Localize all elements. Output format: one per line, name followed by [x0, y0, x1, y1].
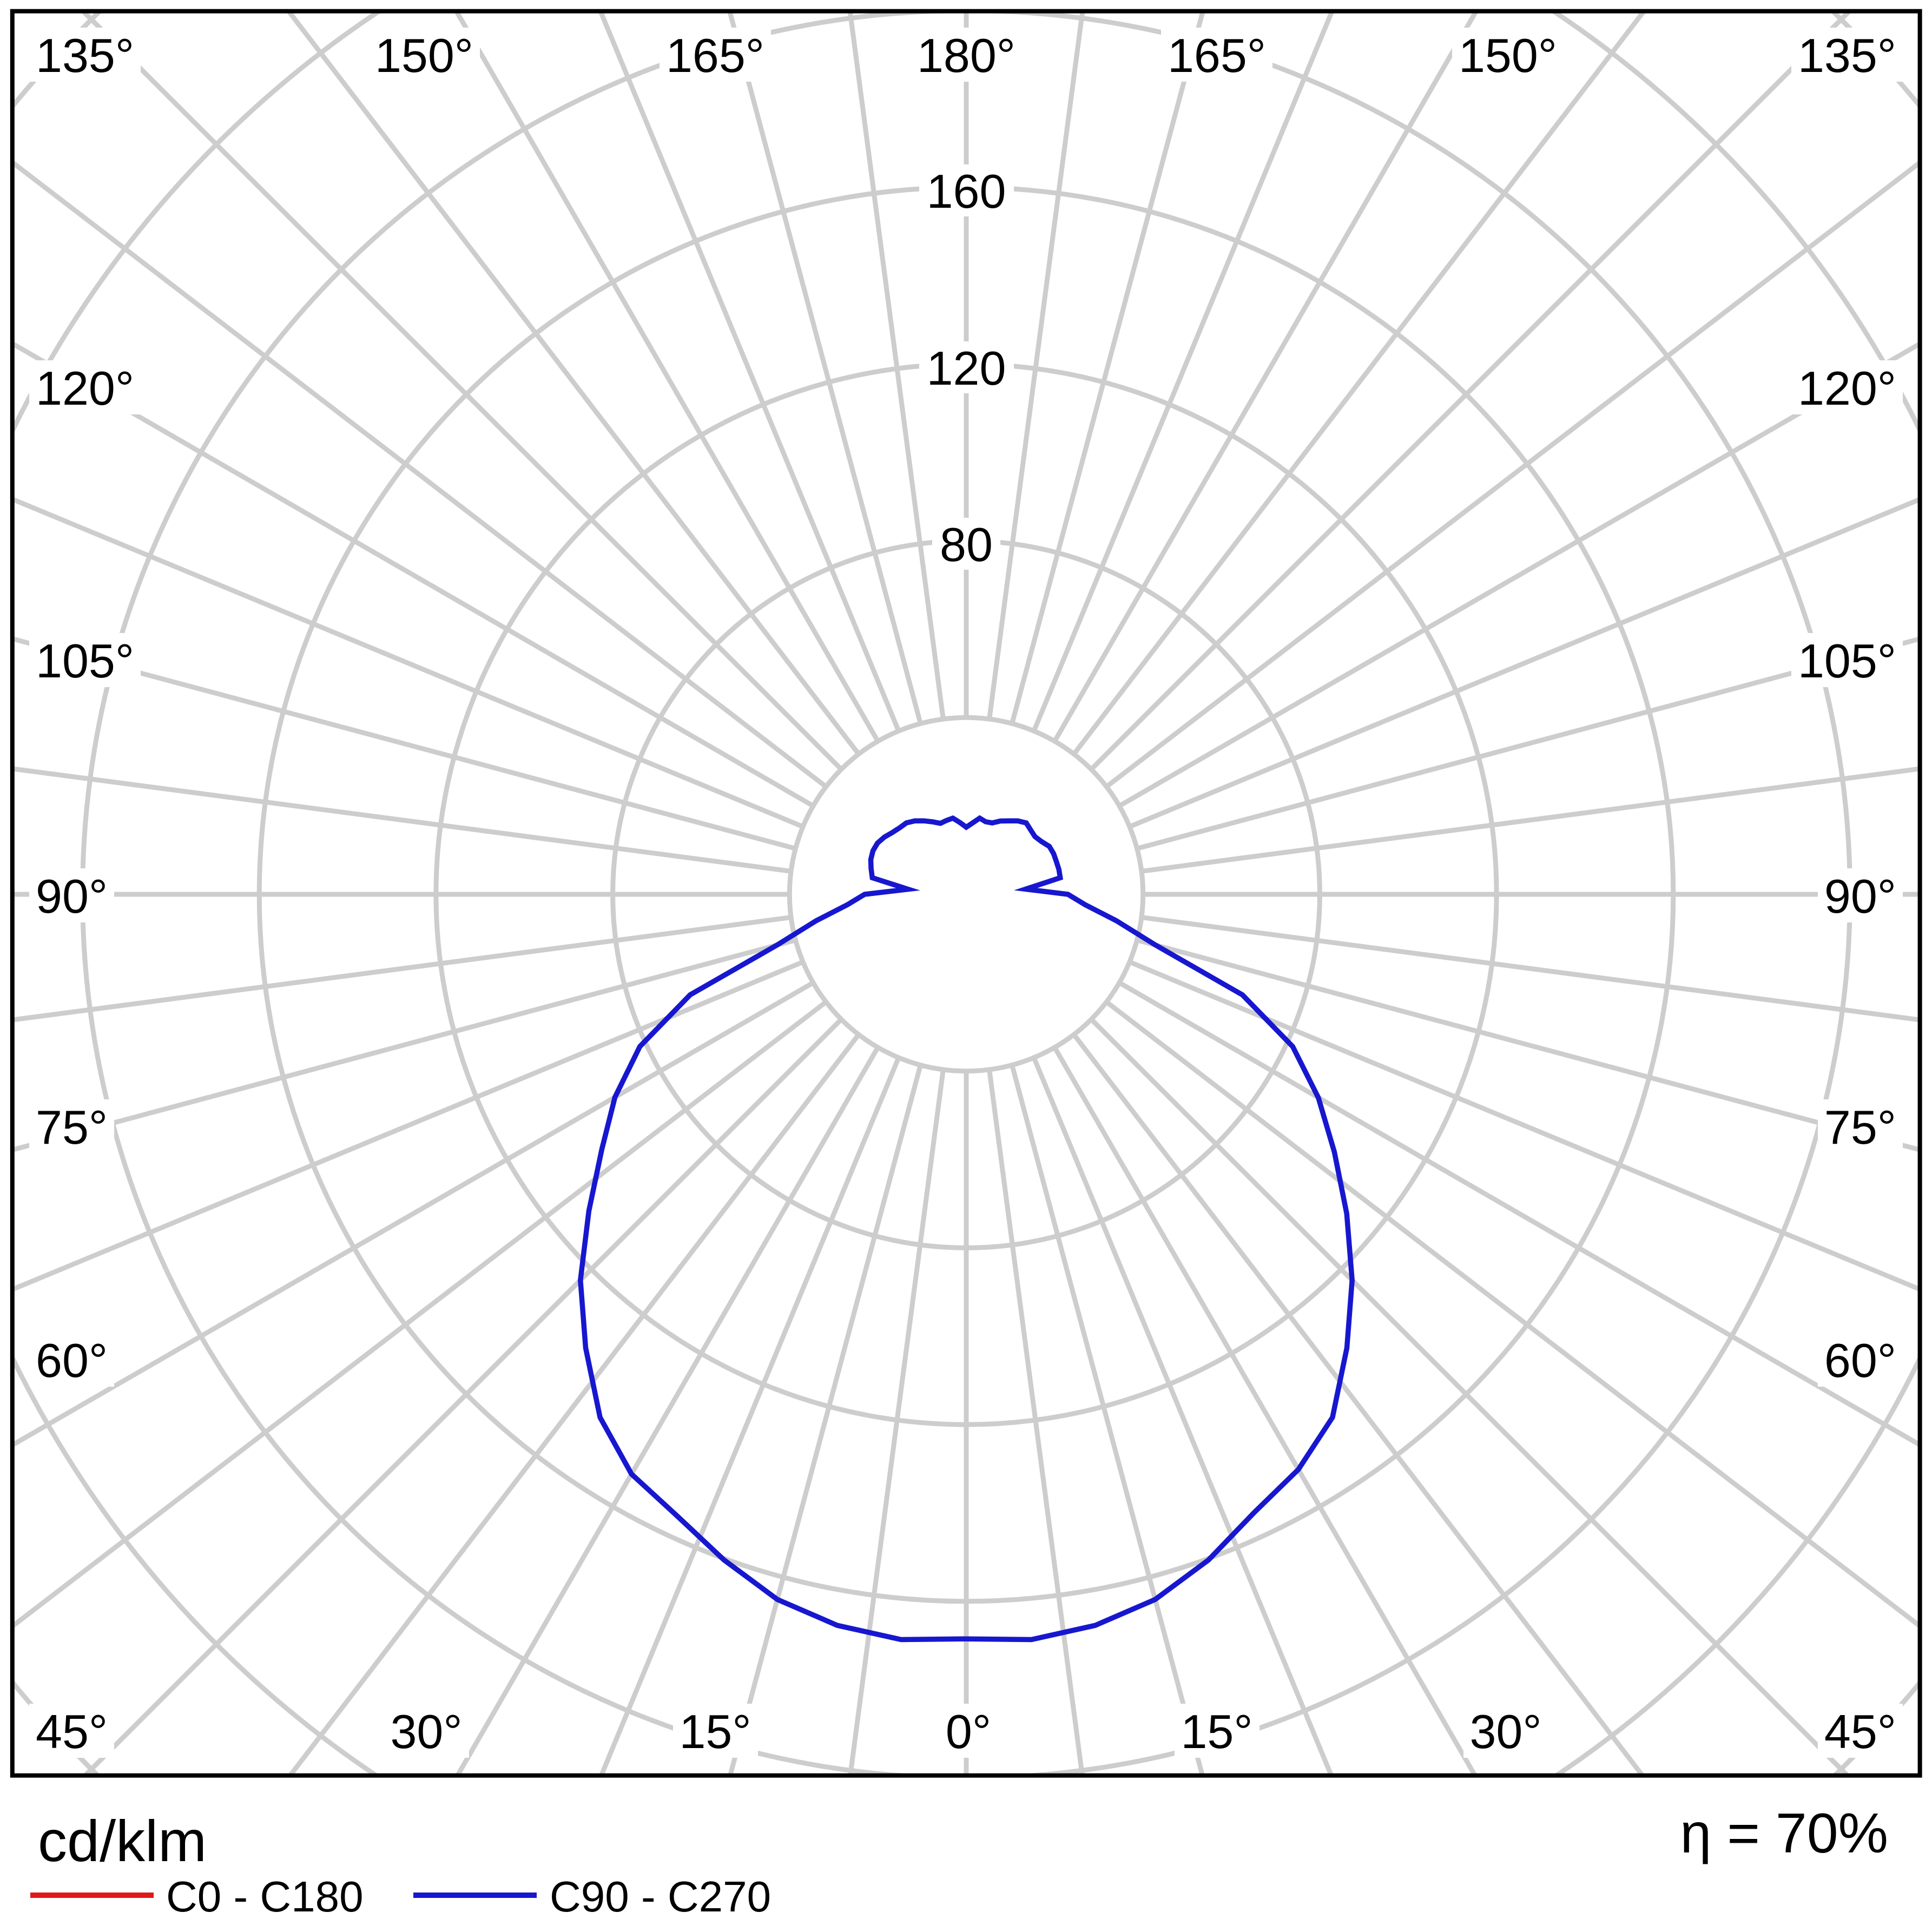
svg-text:15°: 15° — [1181, 1705, 1252, 1758]
svg-text:105°: 105° — [1798, 634, 1896, 688]
svg-text:cd/klm: cd/klm — [38, 1808, 207, 1874]
svg-text:15°: 15° — [679, 1705, 751, 1758]
svg-text:45°: 45° — [1824, 1705, 1896, 1758]
svg-text:165°: 165° — [1168, 29, 1266, 82]
svg-text:80: 80 — [940, 518, 993, 571]
svg-text:120: 120 — [927, 341, 1006, 395]
svg-text:C90 - C270: C90 - C270 — [550, 1872, 771, 1921]
svg-text:135°: 135° — [36, 29, 134, 82]
svg-text:η = 70%: η = 70% — [1680, 1802, 1888, 1865]
svg-text:75°: 75° — [36, 1100, 108, 1154]
svg-text:30°: 30° — [1469, 1705, 1541, 1758]
svg-text:30°: 30° — [390, 1705, 462, 1758]
svg-text:165°: 165° — [666, 29, 764, 82]
svg-text:150°: 150° — [1459, 29, 1557, 82]
svg-text:160: 160 — [927, 164, 1006, 218]
svg-text:105°: 105° — [36, 634, 134, 688]
svg-text:0°: 0° — [946, 1705, 991, 1758]
svg-text:75°: 75° — [1824, 1100, 1896, 1154]
svg-text:90°: 90° — [1824, 869, 1896, 923]
svg-text:150°: 150° — [375, 29, 473, 82]
svg-text:90°: 90° — [36, 869, 108, 923]
svg-text:45°: 45° — [36, 1705, 108, 1758]
svg-text:60°: 60° — [1824, 1334, 1896, 1387]
svg-text:120°: 120° — [1798, 361, 1896, 415]
svg-text:60°: 60° — [36, 1334, 108, 1387]
svg-text:180°: 180° — [917, 29, 1016, 82]
svg-text:C0 - C180: C0 - C180 — [166, 1872, 364, 1921]
svg-text:120°: 120° — [36, 361, 134, 415]
svg-text:135°: 135° — [1798, 29, 1896, 82]
